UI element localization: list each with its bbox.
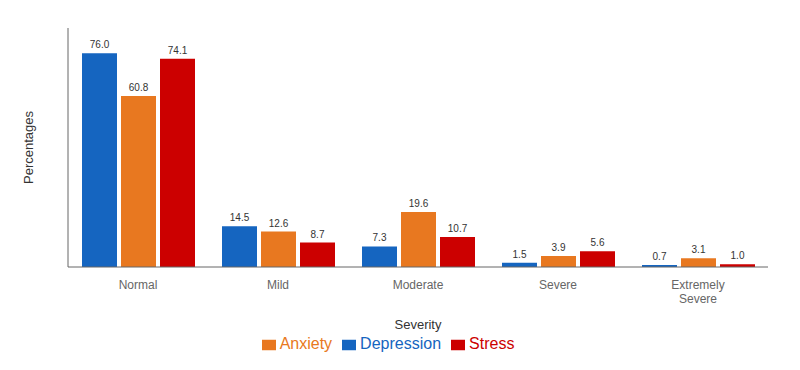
svg-text:60.8: 60.8 (129, 82, 149, 93)
svg-text:Percentages: Percentages (21, 111, 36, 184)
svg-text:12.6: 12.6 (269, 218, 289, 229)
svg-text:8.7: 8.7 (311, 229, 325, 240)
svg-text:1.0: 1.0 (731, 250, 745, 261)
svg-text:Severe: Severe (539, 278, 577, 292)
svg-text:Normal: Normal (119, 278, 158, 292)
svg-text:7.3: 7.3 (373, 232, 387, 243)
html-text:Anxiety: Anxiety (279, 335, 333, 352)
svg-text:Mild: Mild (267, 278, 289, 292)
svg-text:76.0: 76.0 (90, 39, 110, 50)
html-text:Stress: Stress (469, 335, 515, 352)
svg-text:3.9: 3.9 (552, 242, 566, 253)
svg-text:19.6: 19.6 (409, 198, 429, 209)
svg-text:Moderate: Moderate (393, 278, 444, 292)
svg-text:0.7: 0.7 (653, 251, 667, 262)
svg-text:74.1: 74.1 (168, 45, 188, 56)
svg-text:3.1: 3.1 (692, 244, 706, 255)
svg-text:10.7: 10.7 (448, 223, 468, 234)
svg-text:14.5: 14.5 (230, 212, 250, 223)
svg-text:ExtremelySevere: ExtremelySevere (671, 278, 724, 306)
svg-text:1.5: 1.5 (513, 249, 527, 260)
svg-text:Severity: Severity (395, 317, 442, 332)
svg-text:5.6: 5.6 (591, 237, 605, 248)
html-text:Depression: Depression (360, 335, 441, 352)
